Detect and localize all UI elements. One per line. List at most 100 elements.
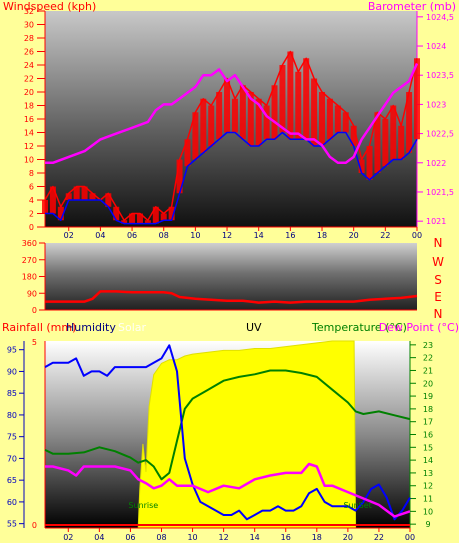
baro-y-tick-label: 1024	[426, 42, 446, 51]
wind-y-tick-label: 4	[29, 196, 34, 205]
baro-y-tick-label: 1021	[426, 217, 446, 226]
humidity-series-line	[44, 344, 411, 521]
compass-label: S	[434, 273, 442, 287]
humidity-y-tick-label: 65	[7, 476, 17, 485]
legend-humidity: Humidity	[66, 321, 116, 334]
wind-avg-series-line	[45, 131, 418, 225]
wind-y-tick-label: 8	[29, 169, 34, 178]
temp-y-tick-label: 14	[423, 456, 433, 465]
wind-y-tick-label: 10	[24, 156, 34, 165]
legend-solar: Solar	[118, 321, 147, 334]
dir-y-tick-label: 360	[22, 239, 37, 248]
temp-y-tick-label: 20	[423, 379, 433, 388]
dir-y-tick-label: 180	[22, 273, 37, 282]
temp-y-tick-label: 19	[423, 392, 433, 401]
wind-y-tick-label: 30	[24, 21, 34, 30]
wind-x-tick-label: 20	[349, 231, 359, 240]
temp-y-tick-label: 15	[423, 443, 433, 452]
humidity-y-tick-label: 75	[7, 433, 17, 442]
temp-y-tick-label: 11	[423, 495, 433, 504]
wind-y-tick-label: 2	[29, 210, 34, 219]
rain-y-tick-label: 0	[32, 521, 37, 530]
dir-y-tick-label: 270	[22, 256, 37, 265]
dewpoint-series-line	[45, 462, 411, 518]
wind-x-tick-label: 08	[159, 231, 169, 240]
humidity-y-tick-label: 55	[7, 520, 17, 529]
wind-y-tick-label: 18	[24, 102, 34, 111]
dir-y-tick-label: 0	[32, 306, 37, 315]
compass-label: N	[434, 236, 443, 250]
temp-y-tick-label: 16	[423, 431, 433, 440]
temp-y-tick-label: 23	[423, 341, 433, 350]
baro-y-tick-label: 1022,5	[426, 130, 454, 139]
baro-y-tick-label: 1023,5	[426, 71, 454, 80]
temp-y-tick-label: 9	[425, 520, 430, 529]
wind-y-tick-label: 20	[24, 88, 34, 97]
barometer-title: Barometer (mb)	[368, 0, 456, 13]
rain-x-tick-label: 10	[187, 533, 197, 542]
temp-y-tick-label: 10	[423, 507, 433, 516]
temp-y-tick-label: 17	[423, 418, 433, 427]
wind-y-tick-label: 32	[24, 7, 34, 16]
rain-x-tick-label: 20	[343, 533, 353, 542]
humidity-y-tick-label: 70	[7, 454, 17, 463]
chart-marks: 0246810121416182022242628303210211021,51…	[7, 7, 454, 542]
barometer-series-line	[45, 62, 419, 165]
rain-y-tick-label: 5	[32, 338, 37, 347]
temp-y-tick-label: 21	[423, 366, 433, 375]
wind-x-tick-label: 10	[190, 231, 200, 240]
wind-y-tick-label: 0	[29, 223, 34, 232]
wind-x-tick-label: 04	[95, 231, 105, 240]
legend-temperature: Temperature (°C)	[311, 321, 407, 334]
legend-rainfall: Rainfall (mm)	[2, 321, 76, 334]
wind-x-tick-label: 16	[285, 231, 295, 240]
rain-x-tick-label: 08	[156, 533, 166, 542]
dir-y-tick-label: 90	[27, 289, 37, 298]
wind-x-tick-label: 12	[222, 231, 232, 240]
direction-series-line	[45, 290, 418, 304]
rain-x-tick-label: 12	[219, 533, 229, 542]
wind-y-tick-label: 22	[24, 75, 34, 84]
sun-annotation: Sunrise	[128, 501, 158, 510]
rain-x-tick-label: 22	[374, 533, 384, 542]
rain-x-tick-label: 06	[125, 533, 135, 542]
wind-x-tick-label: 00	[412, 231, 422, 240]
wind-y-tick-label: 24	[24, 61, 34, 70]
baro-y-tick-label: 1021,5	[426, 188, 454, 197]
temperature-series-line	[44, 369, 411, 481]
wind-x-tick-label: 22	[380, 231, 390, 240]
windspeed-title: Windspeed (kph)	[3, 0, 96, 13]
wind-y-tick-label: 28	[24, 34, 34, 43]
wind-y-tick-label: 6	[29, 183, 34, 192]
temp-y-tick-label: 13	[423, 469, 433, 478]
rain-x-tick-label: 14	[250, 533, 260, 542]
baro-y-tick-label: 1024,5	[426, 13, 454, 22]
baro-y-tick-label: 1022	[426, 159, 446, 168]
rain-x-tick-label: 04	[94, 533, 104, 542]
wind-y-tick-label: 26	[24, 48, 34, 57]
wind-x-tick-label: 06	[127, 231, 137, 240]
wind-y-tick-label: 12	[24, 142, 34, 151]
rain-x-tick-label: 16	[281, 533, 291, 542]
legend-uv: UV	[246, 321, 262, 334]
wind-panel-background	[45, 11, 417, 227]
sun-annotation: SunSet	[343, 501, 371, 510]
wind-x-tick-label: 14	[254, 231, 264, 240]
humidity-y-tick-label: 80	[7, 411, 17, 420]
compass-label: N	[434, 307, 443, 321]
humidity-y-tick-label: 90	[7, 367, 17, 376]
compass-label: W	[432, 255, 444, 269]
wind-y-tick-label: 14	[24, 129, 34, 138]
wind-x-tick-label: 02	[64, 231, 74, 240]
baro-y-tick-label: 1023	[426, 100, 446, 109]
direction-panel-background	[45, 243, 417, 310]
humidity-y-tick-label: 60	[7, 498, 17, 507]
wind-series-line	[44, 50, 418, 222]
rain-x-tick-label: 02	[63, 533, 73, 542]
temp-y-tick-label: 18	[423, 405, 433, 414]
wind-x-tick-label: 18	[317, 231, 327, 240]
rain-x-tick-label: 18	[312, 533, 322, 542]
temp-y-tick-label: 12	[423, 482, 433, 491]
humidity-y-tick-label: 95	[7, 346, 17, 355]
